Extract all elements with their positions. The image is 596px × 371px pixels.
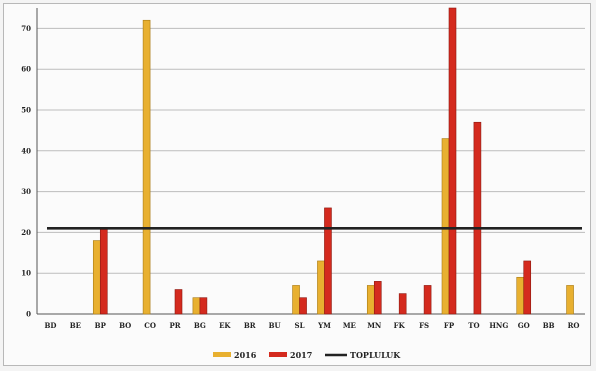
x-tick-label: SL	[295, 321, 305, 330]
y-tick-label: 60	[21, 65, 31, 74]
legend-swatch-2016	[213, 352, 231, 357]
y-tick-label: 40	[21, 146, 31, 155]
y-tick-label: 70	[21, 24, 31, 33]
legend-label: 2016	[234, 350, 257, 360]
x-tick-label: HNG	[489, 321, 508, 330]
y-tick-label: 20	[21, 228, 31, 237]
bar-2017-FS	[423, 285, 432, 315]
x-tick-label: MN	[367, 321, 382, 330]
y-tick-label: 0	[26, 310, 31, 319]
x-tick-label: EK	[219, 321, 231, 330]
x-tick-label: BG	[194, 321, 206, 330]
bar-2016-FP	[441, 138, 450, 315]
x-tick-label: TO	[468, 321, 479, 330]
bar-2017-FK	[398, 293, 407, 315]
legend: 2016 2017 TOPLULUK	[213, 350, 401, 360]
bars	[92, 7, 574, 315]
x-tick-label: RO	[568, 321, 580, 330]
x-tick-label: BD	[44, 321, 56, 330]
x-tick-label: BB	[543, 321, 555, 330]
x-tick-label: FP	[444, 321, 455, 330]
x-tick-label: FK	[394, 321, 406, 330]
y-tick-label: 30	[21, 187, 31, 196]
bar-2017-MN	[373, 281, 382, 315]
x-tick-label: BO	[119, 321, 131, 330]
x-tick-label: PR	[169, 321, 180, 330]
bar-2016-RO	[566, 285, 574, 315]
legend-label: TOPLULUK	[350, 350, 401, 360]
y-axis: 0 10 20 30 40 50 60 70	[21, 8, 38, 319]
y-tick-label: 10	[21, 269, 31, 278]
x-axis: BD BE BP BO CO PR BG EK BR BU SL YM ME MN FK FS FP TO HNG G…	[44, 321, 579, 330]
x-tick-label: ME	[343, 321, 356, 330]
bar-2017-GO	[523, 260, 532, 315]
bar-2016-CO	[142, 19, 151, 315]
bar-2016-BP	[92, 240, 101, 315]
x-tick-label: BP	[95, 321, 107, 330]
legend-label: 2017	[290, 350, 312, 360]
legend-swatch-2017	[269, 352, 287, 357]
x-tick-label: BR	[244, 321, 256, 330]
bar-2016-SL	[292, 285, 300, 315]
y-tick-label: 50	[21, 106, 31, 115]
bar-2016-YM	[317, 260, 325, 315]
x-tick-label: GO	[518, 321, 530, 330]
bar-2017-SL	[299, 297, 307, 315]
bar-2017-BG	[199, 297, 208, 315]
bar-2017-BP	[99, 228, 108, 315]
bar-2016-GO	[516, 276, 525, 315]
bar-2017-YM	[324, 207, 332, 315]
bar-2017-TO	[473, 121, 482, 315]
gridlines	[37, 27, 585, 315]
x-tick-label: YM	[317, 321, 331, 330]
bar-2016-MN	[366, 285, 375, 315]
x-tick-label: FS	[419, 321, 429, 330]
x-tick-label: BE	[70, 321, 81, 330]
x-tick-label: BU	[269, 321, 281, 330]
bar-2016-BG	[192, 297, 201, 315]
x-tick-label: CO	[144, 321, 156, 330]
bar-2017-FP	[448, 7, 457, 315]
bar-2017-PR	[174, 289, 183, 315]
